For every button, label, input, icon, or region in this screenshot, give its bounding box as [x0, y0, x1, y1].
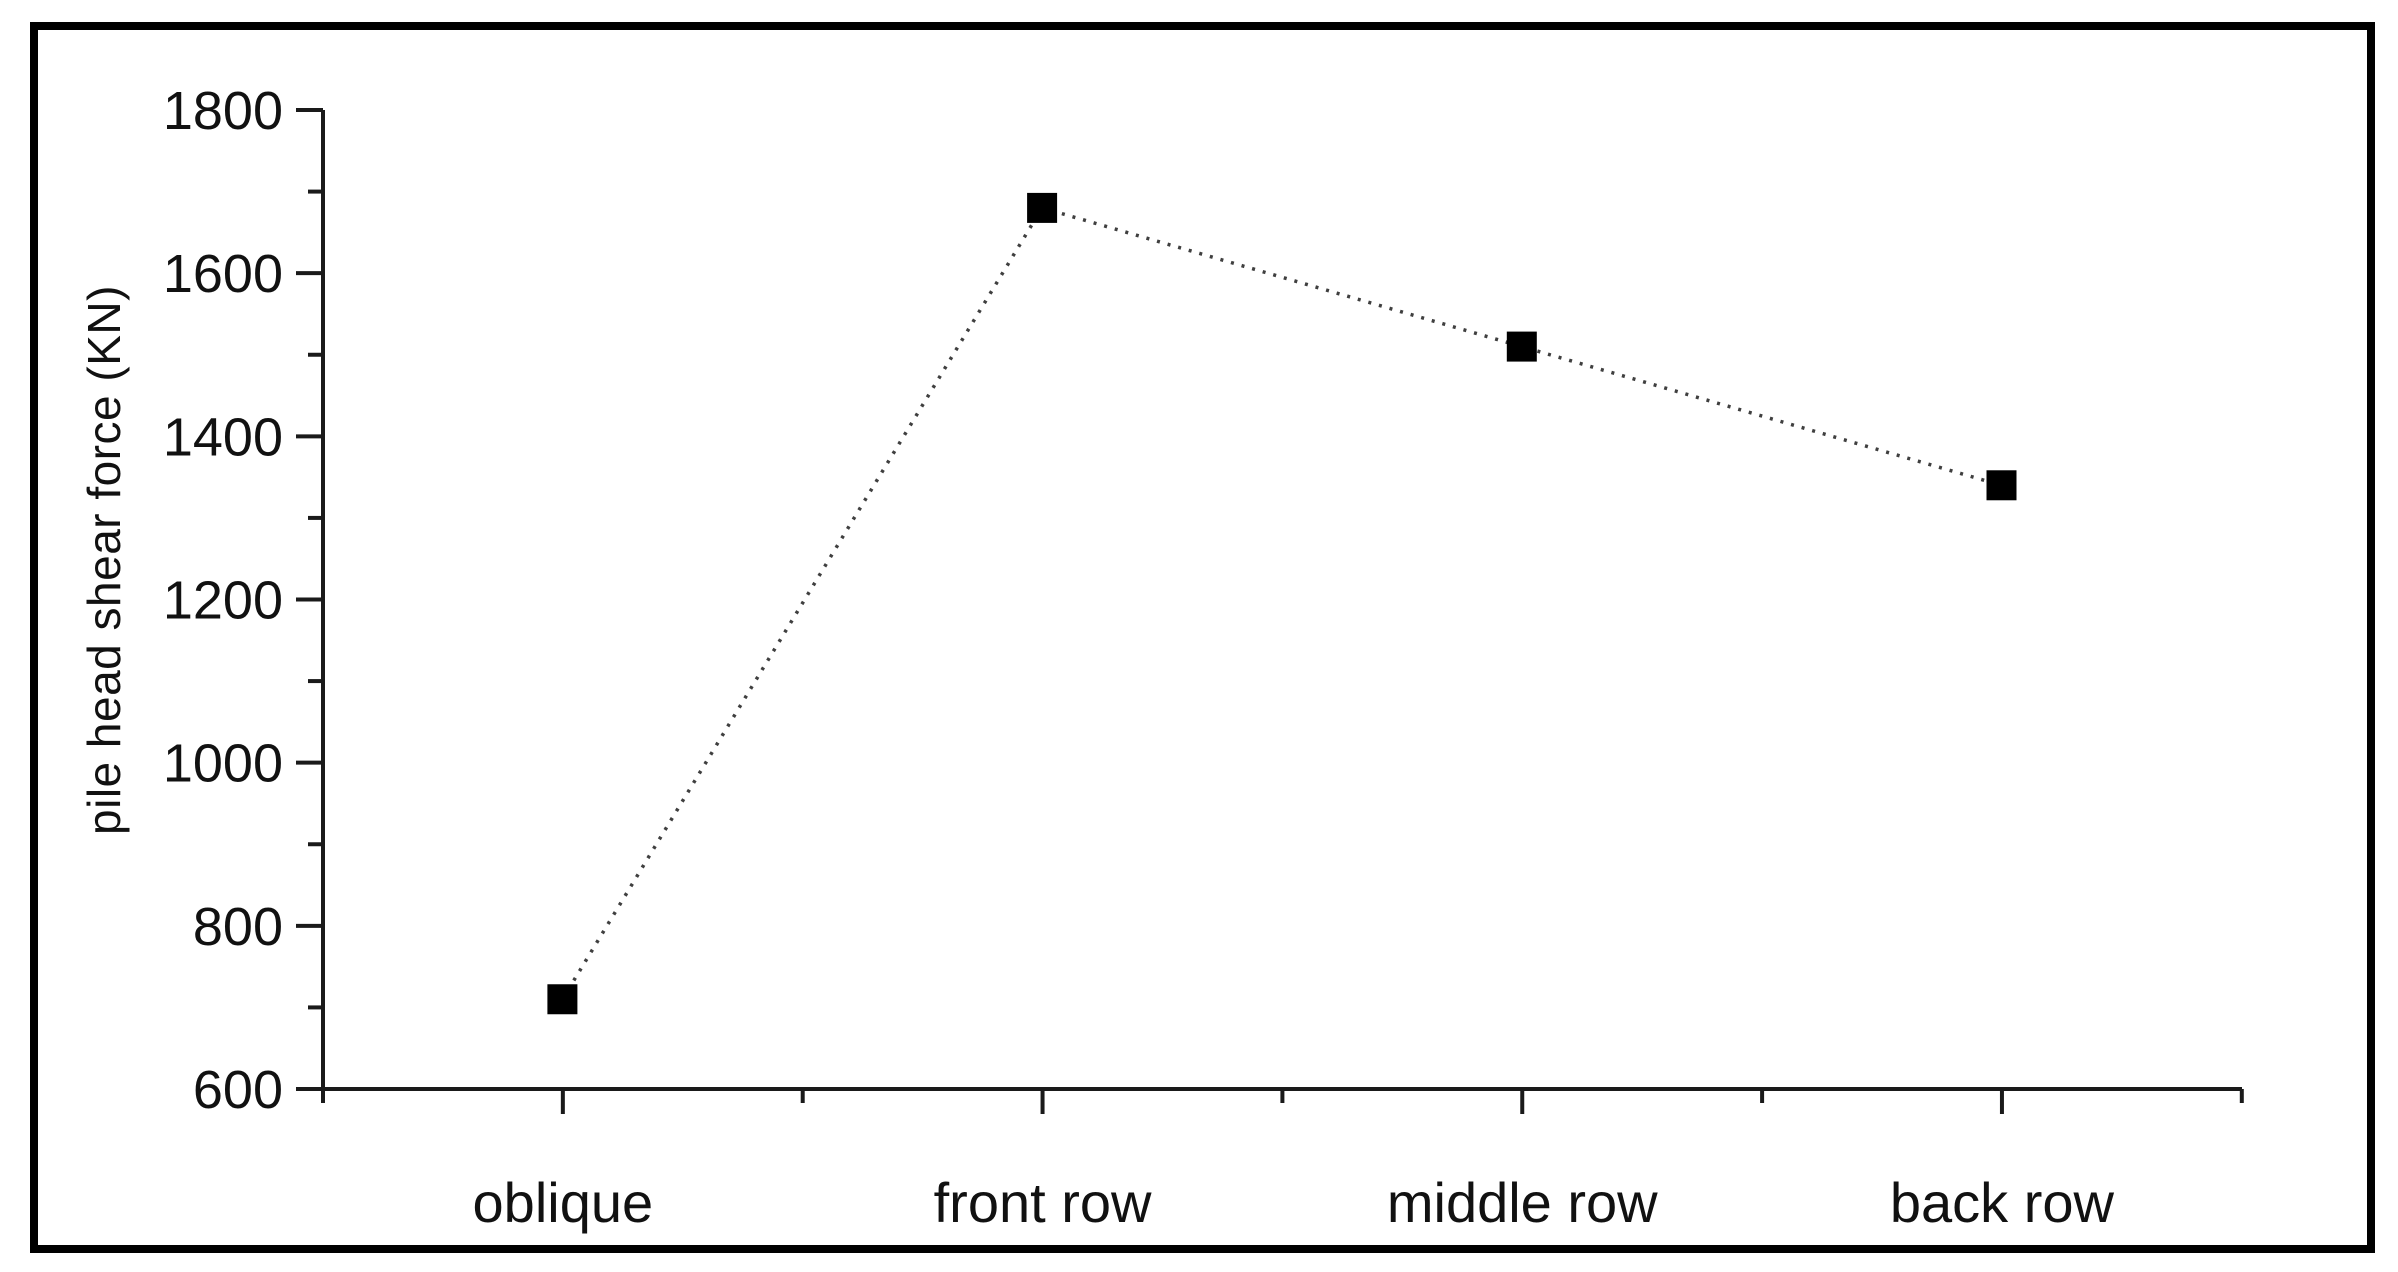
y-tick-label: 600 [193, 1060, 283, 1120]
y-tick-label: 800 [193, 897, 283, 957]
x-category-label: middle row [1387, 1171, 1658, 1234]
y-tick-label: 1400 [163, 407, 283, 467]
data-point-marker [1506, 331, 1537, 362]
y-tick-label: 1000 [163, 734, 283, 794]
y-tick-label: 1600 [163, 244, 283, 304]
series-line [560, 205, 2002, 1001]
x-category-label: back row [1890, 1171, 2115, 1234]
data-point-marker [547, 984, 578, 1015]
data-point-marker [1986, 470, 2017, 501]
figure-border [30, 22, 2375, 1253]
x-category-label: oblique [473, 1171, 654, 1234]
x-category-label: front row [934, 1171, 1152, 1234]
y-axis-title: pile head shear force (KN) [78, 285, 130, 835]
y-tick-label: 1800 [163, 81, 283, 141]
y-tick-label: 1200 [163, 571, 283, 631]
data-point-marker [1027, 192, 1058, 223]
